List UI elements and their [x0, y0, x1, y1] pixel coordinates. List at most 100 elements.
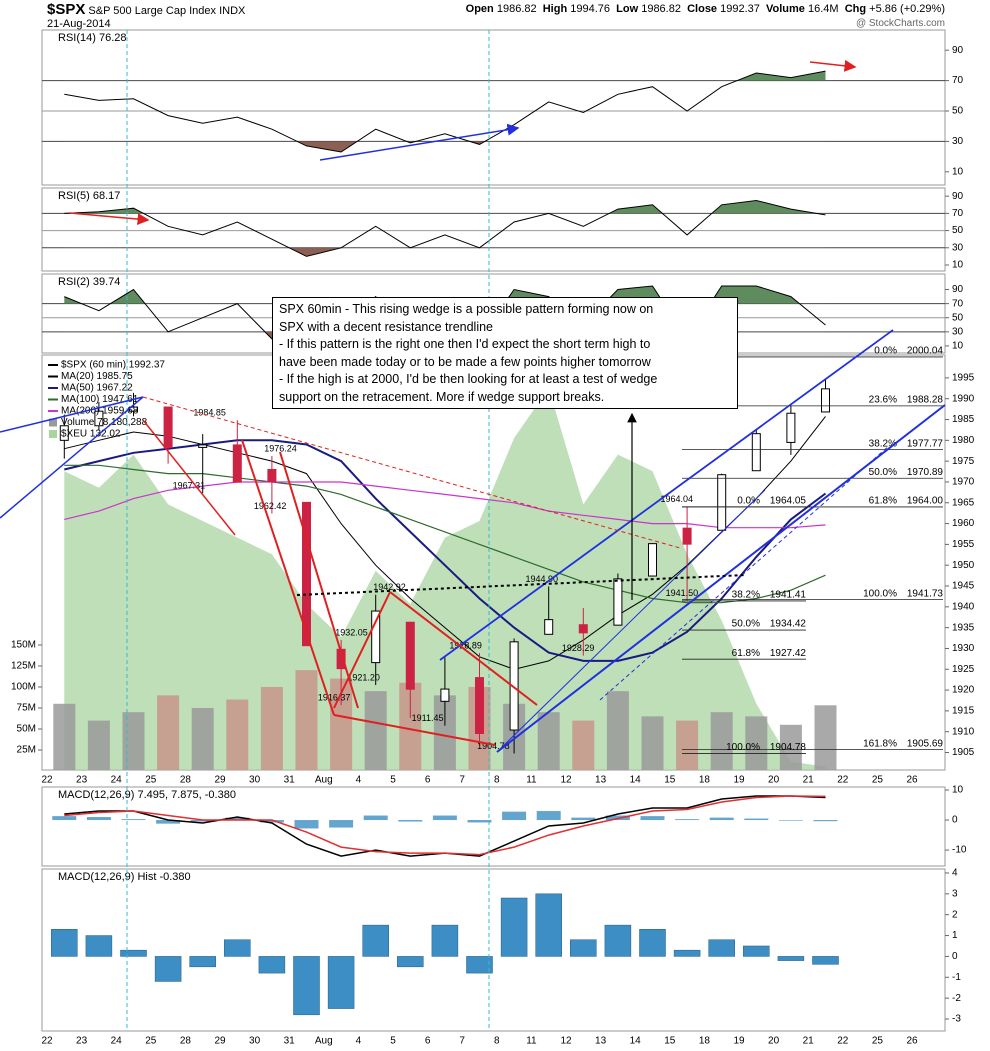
x-tick-label: 19	[733, 775, 745, 786]
annotation-line: SPX with a decent resistance trendline	[279, 319, 494, 334]
annotation-line: - If this pattern is the right one then …	[279, 337, 651, 352]
volume-bar	[399, 682, 422, 770]
candle-body	[821, 388, 830, 413]
annotation-line: support on the retracement. More if wedg…	[279, 389, 605, 404]
candle-body	[751, 433, 761, 472]
legend-swatch	[49, 418, 57, 427]
y-tick-label: 3	[952, 888, 958, 899]
x-tick-label: 23	[76, 775, 88, 786]
x-tick-label: 4	[356, 775, 362, 786]
volume-bar	[122, 712, 145, 770]
price-annotation: 1916.37	[318, 693, 351, 703]
x-tick-label: 15	[664, 1036, 676, 1047]
fib-pct: 100.0%	[726, 742, 760, 753]
volume-bar	[676, 720, 699, 770]
y-tick-label: 90	[952, 284, 964, 295]
price-annotation: 1911.45	[412, 713, 444, 723]
y-tick-label: 1965	[952, 497, 975, 508]
fib-value: 1905.69	[907, 738, 944, 749]
volume-bar	[157, 695, 180, 770]
y2-tick-label: 75M	[17, 703, 36, 714]
x-tick-label: 22	[41, 775, 53, 786]
histogram-bar	[397, 956, 424, 968]
quote-value: 1994.76	[570, 3, 611, 15]
indicator-line	[64, 70, 826, 153]
price-annotation: 1967.31	[173, 481, 206, 491]
y-tick-label: 10	[952, 260, 964, 271]
candle-body	[440, 688, 450, 702]
x-tick-label: 30	[249, 775, 261, 786]
x-tick-label: 5	[390, 1036, 396, 1047]
y-tick-label: 10	[952, 166, 964, 177]
y-tick-label: 1945	[952, 581, 975, 592]
histogram-bar	[778, 820, 803, 821]
candle-body	[163, 406, 173, 448]
quote-key: Open	[465, 3, 494, 15]
y-tick-label: 70	[952, 208, 964, 219]
histogram-bar	[362, 924, 389, 957]
y-tick-label: 70	[952, 75, 964, 86]
legend-label: Volume 78,180,288	[61, 417, 148, 428]
x-tick-label: 14	[630, 775, 642, 786]
fib-value: 1941.41	[770, 590, 807, 601]
histogram-bar	[744, 818, 769, 821]
trendline	[142, 396, 681, 549]
volume-bar	[226, 699, 249, 770]
symbol-name: S&P 500 Large Cap Index INDX	[88, 5, 246, 17]
x-tick-label: 12	[560, 1036, 572, 1047]
x-tick-label: 13	[595, 775, 607, 786]
legend-swatch	[49, 430, 57, 438]
price-annotation: 1928.29	[562, 643, 595, 653]
volume-bar	[572, 720, 595, 770]
y-tick-label: 1910	[952, 726, 975, 737]
histogram-bar	[52, 816, 77, 821]
histogram-bar	[709, 817, 734, 821]
histogram-bar	[189, 956, 216, 968]
histogram-bar	[363, 815, 388, 821]
x-tick-label: 18	[699, 1036, 711, 1047]
price-annotation: 1976.24	[264, 443, 297, 453]
price-annotation: 1944.90	[526, 574, 559, 584]
x-tick-label: 12	[560, 775, 572, 786]
histogram-bar	[571, 817, 596, 821]
legend-label: MA(100) 1947.61	[61, 394, 139, 405]
fib-pct: 0.0%	[874, 346, 897, 357]
fib-value: 1970.89	[907, 467, 944, 478]
candle-body	[648, 543, 657, 577]
y-tick-label: 1905	[952, 747, 975, 758]
candle-body	[371, 610, 381, 664]
histogram-bar	[708, 939, 735, 957]
price-annotation: 1928.89	[449, 640, 482, 650]
x-tick-label: 4	[356, 1036, 362, 1047]
y-tick-label: 1950	[952, 560, 975, 571]
indicator-line	[64, 199, 826, 257]
arrow	[809, 59, 857, 72]
x-tick-label: 20	[768, 775, 780, 786]
y2-tick-label: 100M	[11, 682, 36, 693]
x-tick-label: 20	[768, 1036, 780, 1047]
candle-body	[94, 410, 104, 427]
trendline	[496, 489, 766, 753]
volume-bar	[191, 707, 214, 770]
trendline	[389, 591, 538, 706]
price-annotation: 1984.85	[193, 408, 226, 418]
histogram-bar	[777, 956, 805, 961]
quote-key: Chg	[844, 3, 867, 15]
y-tick-label: 90	[952, 45, 964, 56]
quote-key: Volume	[766, 3, 805, 15]
x-tick-label: 22	[41, 1036, 53, 1047]
y-tick-label: 1990	[952, 393, 975, 404]
histogram-bar	[259, 820, 284, 823]
y-tick-label: 90	[952, 191, 964, 202]
y-tick-label: 1920	[952, 685, 975, 696]
price-annotation: 1921.20	[347, 672, 380, 682]
y-tick-label: -1	[952, 972, 961, 983]
price-annotation: 1932.05	[335, 627, 368, 637]
legend-label: MA(50) 1967.22	[61, 383, 133, 394]
volume-bar	[641, 716, 664, 770]
y-tick-label: 1925	[952, 664, 975, 675]
moving-average	[64, 464, 826, 604]
